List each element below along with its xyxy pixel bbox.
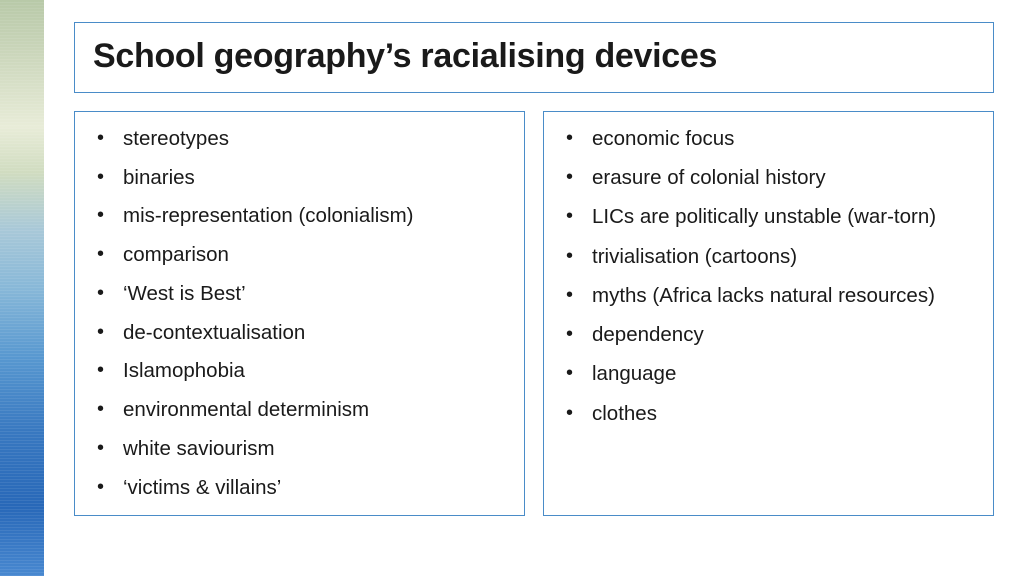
- left-column: stereotypes binaries mis-representation …: [74, 111, 525, 516]
- list-item: Islamophobia: [91, 358, 508, 384]
- slide-title: School geography’s racialising devices: [93, 37, 975, 76]
- list-item: comparison: [91, 242, 508, 268]
- list-item: binaries: [91, 165, 508, 191]
- list-item: stereotypes: [91, 126, 508, 152]
- list-item: ‘victims & villains’: [91, 475, 508, 501]
- title-box: School geography’s racialising devices: [74, 22, 994, 93]
- list-item: ‘West is Best’: [91, 281, 508, 307]
- columns-container: stereotypes binaries mis-representation …: [74, 111, 994, 516]
- right-column: economic focus erasure of colonial histo…: [543, 111, 994, 516]
- slide-content: School geography’s racialising devices s…: [44, 0, 1024, 576]
- decorative-sidebar-stripe: [0, 0, 44, 576]
- list-item: myths (Africa lacks natural resources): [560, 283, 977, 309]
- list-item: dependency: [560, 322, 977, 348]
- list-item: economic focus: [560, 126, 977, 152]
- list-item: clothes: [560, 401, 977, 427]
- list-item: environmental determinism: [91, 397, 508, 423]
- list-item: white saviourism: [91, 436, 508, 462]
- list-item: language: [560, 361, 977, 387]
- list-item: trivialisation (cartoons): [560, 244, 977, 270]
- list-item: de-contextualisation: [91, 320, 508, 346]
- left-list: stereotypes binaries mis-representation …: [91, 126, 508, 501]
- list-item: LICs are politically unstable (war-torn): [560, 204, 977, 230]
- list-item: erasure of colonial history: [560, 165, 977, 191]
- list-item: mis-representation (colonialism): [91, 203, 508, 229]
- right-list: economic focus erasure of colonial histo…: [560, 126, 977, 427]
